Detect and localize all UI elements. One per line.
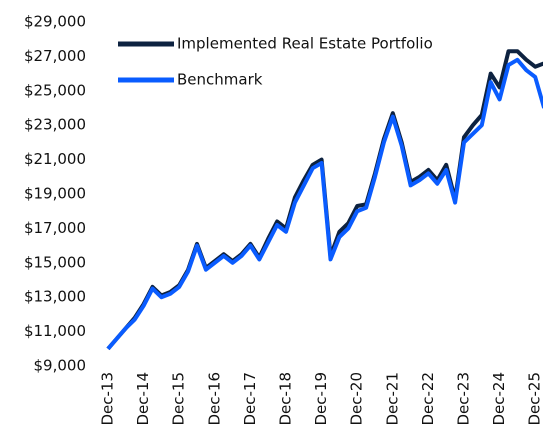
y-tick-label: $25,000: [24, 81, 86, 99]
y-tick-label: $15,000: [24, 253, 86, 271]
x-tick-label: Dec-16: [205, 372, 223, 426]
y-tick-label: $27,000: [24, 47, 86, 65]
x-tick-label: Dec-21: [383, 372, 401, 426]
y-tick-label: $29,000: [24, 13, 86, 31]
x-tick-label: Dec-13: [99, 372, 117, 426]
x-tick-label: Dec-24: [490, 372, 508, 426]
x-tick-label: Dec-19: [312, 372, 330, 426]
series-line: [106, 57, 543, 351]
x-tick-label: Dec-17: [241, 372, 259, 426]
x-tick-label: Dec-14: [134, 372, 152, 426]
x-tick-label: Dec-15: [170, 372, 188, 426]
x-tick-label: Dec-22: [419, 372, 437, 426]
y-tick-label: $17,000: [24, 219, 86, 237]
legend-label: Implemented Real Estate Portfolio: [177, 35, 433, 53]
x-tick-label: Dec-25: [526, 372, 543, 426]
y-tick-label: $23,000: [24, 116, 86, 134]
y-tick-label: $13,000: [24, 288, 86, 306]
x-tick-label: Dec-18: [277, 372, 295, 426]
y-tick-label: $9,000: [34, 357, 87, 375]
legend-label: Benchmark: [177, 71, 263, 89]
y-tick-label: $11,000: [24, 322, 86, 340]
x-tick-label: Dec-20: [348, 372, 366, 426]
y-tick-label: $21,000: [24, 150, 86, 168]
y-tick-label: $19,000: [24, 185, 86, 203]
x-tick-label: Dec-23: [455, 372, 473, 426]
